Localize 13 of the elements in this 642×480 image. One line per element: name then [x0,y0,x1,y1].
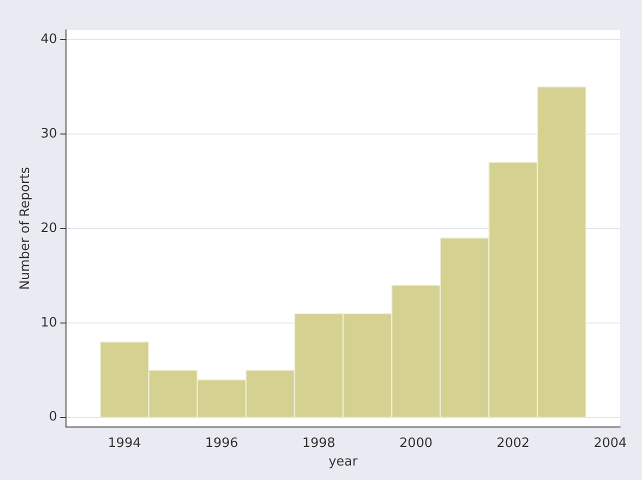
x-tick-label: 2000 [399,436,432,451]
y-tick-label: 40 [40,32,58,47]
x-tick-label: 2002 [496,436,530,451]
y-tick-label: 10 [40,315,58,330]
y-tick-label: 20 [40,220,58,236]
x-tick-label: 2004 [594,436,627,451]
x-tick-label: 1998 [302,436,336,451]
y-tick-label: 30 [40,126,58,142]
x-tick-label: 1996 [205,436,238,451]
y-axis-title: Number of Reports [18,166,34,290]
x-axis-title: year [328,454,358,470]
y-tick-label: 0 [48,410,58,425]
x-tick-label: 1994 [108,436,141,451]
